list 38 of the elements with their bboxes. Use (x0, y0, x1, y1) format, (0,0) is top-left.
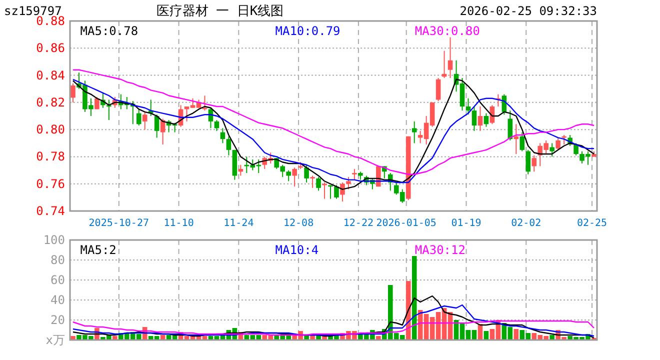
x-tick-label: 12-22 (343, 218, 374, 229)
bar (376, 336, 381, 340)
chart-title: 医疗器材 一 日K线图 (156, 4, 284, 19)
y-tick-label: 0.84 (36, 68, 65, 82)
y-tick-label: 80 (50, 253, 65, 267)
x-tick-label: 02-02 (511, 218, 542, 229)
bar (406, 281, 411, 340)
y-tick-label: 100 (43, 233, 65, 247)
y-tick-label: 60 (50, 273, 65, 287)
y-tick-label: 40 (50, 293, 65, 307)
text: 2026-02-25 09:32:33 (460, 4, 597, 18)
x-tick-label: 12-08 (284, 218, 314, 229)
text: MA30:12 (414, 243, 466, 257)
bar (550, 335, 554, 340)
y-tick-label: 0.80 (36, 122, 65, 137)
y-tick-label: x万 (46, 333, 65, 347)
y-tick-label: 0.82 (36, 95, 65, 110)
x-tick-label: 11-24 (224, 218, 254, 229)
bar (514, 329, 519, 340)
y-tick-label: 0.76 (36, 176, 65, 191)
bar (112, 336, 118, 340)
y-tick-label: 0.78 (36, 150, 65, 164)
x-tick-label: 2026-01-05 (376, 218, 436, 229)
y-tick-label: 0.88 (36, 14, 65, 28)
x-tick-label: 01-19 (451, 218, 482, 229)
x-tick-label: 2025-10-27 (88, 218, 150, 229)
text: MA5:0.78 (80, 24, 138, 38)
text: MA10:0.79 (275, 24, 340, 38)
text: MA10:4 (275, 243, 319, 257)
y-tick-label: 0.74 (36, 204, 65, 218)
y-tick-label: 20 (50, 313, 65, 327)
y-tick-label: 0.86 (36, 41, 65, 56)
line-series (72, 304, 595, 337)
x-tick-label: 02-25 (576, 218, 608, 229)
x-tick-label: 11-10 (164, 218, 194, 229)
text: MA30:0.80 (414, 24, 480, 38)
line-series (72, 320, 595, 336)
text: MA5:2 (80, 243, 116, 257)
